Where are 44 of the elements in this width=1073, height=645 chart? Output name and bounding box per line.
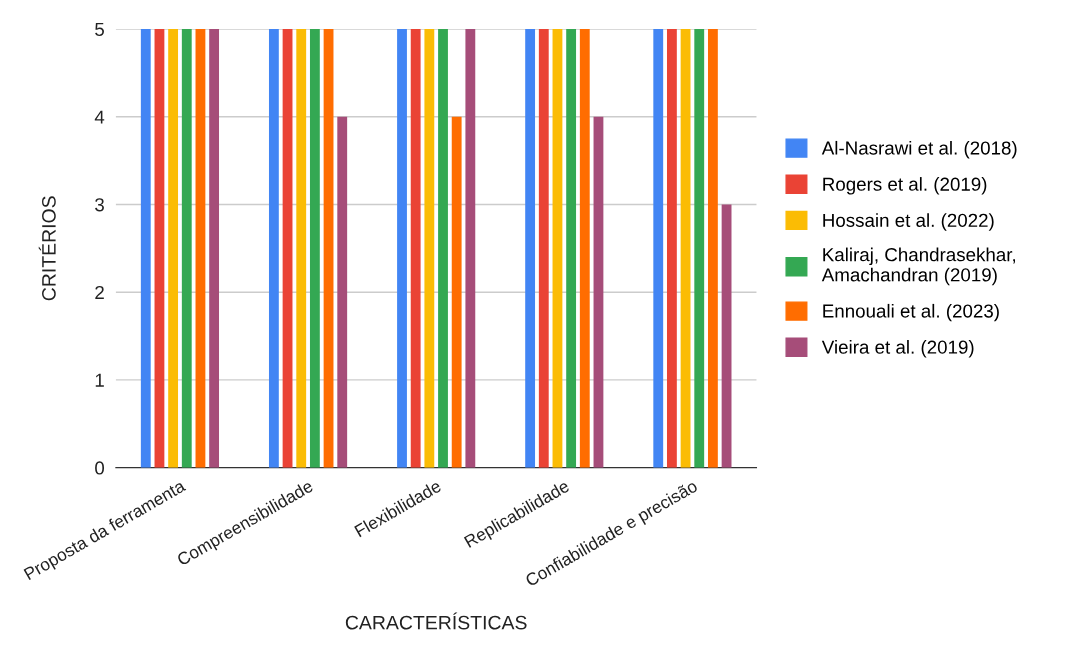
bar [397,29,407,468]
y-tick-label: 4 [94,110,105,124]
bar [694,29,705,468]
legend-label: Ennouali et al. (2023) [823,303,999,322]
bar [140,29,151,468]
legend-label: Vieira et al. (2019) [821,340,974,358]
bar [666,29,677,468]
bar [337,116,348,468]
bar [195,29,206,468]
bar [721,204,732,468]
bar [309,29,320,468]
bar [410,29,421,468]
bar [538,29,549,468]
y-tick-label: 0 [95,461,105,475]
bar [282,29,293,468]
bar [707,29,718,468]
y-tick-label: 2 [95,285,104,299]
bar [323,29,334,468]
legend-label: Hossain et al. (2022) [823,213,994,231]
bar [438,29,448,468]
y-tick-label: 5 [95,22,104,36]
bar [579,29,590,468]
legend-label: Kaliraj, Chandrasekhar, Amachandran (2019) [821,247,1015,286]
y-axis-title: CRITÉRIOS [38,196,56,301]
y-tick-label: 1 [95,373,104,387]
bar [680,29,691,468]
bar [181,29,192,468]
y-tick-label: 3 [95,198,104,212]
bar [593,116,604,468]
bar [268,29,279,468]
bar [424,29,435,468]
bar [566,29,577,468]
bar [209,29,220,468]
bar [653,29,664,468]
legend-label: Rogers et al. (2019) [823,177,987,195]
bar [168,29,179,468]
x-axis-title: CARACTERÍSTICAS [345,612,527,630]
bar [525,29,536,468]
bar [552,29,563,468]
bar [154,29,165,468]
bar [465,29,476,468]
bar [296,29,307,468]
bar [451,116,462,468]
legend-label: Al-Nasrawi et al. (2018) [821,140,1017,159]
